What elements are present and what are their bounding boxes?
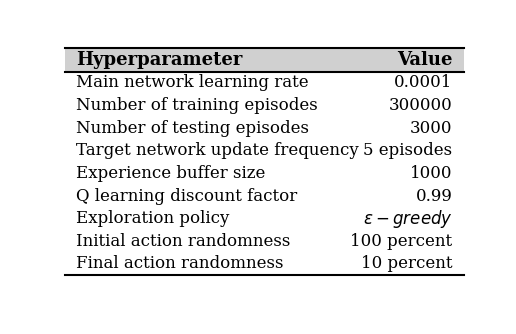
Text: Number of training episodes: Number of training episodes bbox=[76, 97, 318, 114]
Text: Experience buffer size: Experience buffer size bbox=[76, 165, 266, 182]
Text: Main network learning rate: Main network learning rate bbox=[76, 74, 309, 92]
Text: Initial action randomness: Initial action randomness bbox=[76, 233, 291, 250]
Text: 0.0001: 0.0001 bbox=[394, 74, 453, 92]
Text: Final action randomness: Final action randomness bbox=[76, 256, 284, 273]
Text: 300000: 300000 bbox=[389, 97, 453, 114]
Text: Value: Value bbox=[397, 51, 453, 69]
Text: $\epsilon - \mathit{greedy}$: $\epsilon - \mathit{greedy}$ bbox=[363, 208, 453, 230]
Text: 100 percent: 100 percent bbox=[350, 233, 453, 250]
Text: 3000: 3000 bbox=[410, 120, 453, 137]
Text: 5 episodes: 5 episodes bbox=[363, 142, 453, 159]
Bar bbox=[64, 48, 464, 71]
Text: Target network update frequency: Target network update frequency bbox=[76, 142, 359, 159]
Text: 0.99: 0.99 bbox=[415, 187, 453, 204]
Text: 1000: 1000 bbox=[410, 165, 453, 182]
Text: Hyperparameter: Hyperparameter bbox=[76, 51, 243, 69]
Text: Number of testing episodes: Number of testing episodes bbox=[76, 120, 310, 137]
Text: 10 percent: 10 percent bbox=[361, 256, 453, 273]
Text: Exploration policy: Exploration policy bbox=[76, 210, 230, 227]
Text: Q learning discount factor: Q learning discount factor bbox=[76, 187, 298, 204]
